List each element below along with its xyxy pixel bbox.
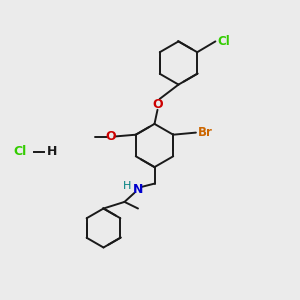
Text: H: H xyxy=(46,145,57,158)
Text: O: O xyxy=(153,98,164,111)
Text: Cl: Cl xyxy=(217,35,230,48)
Text: Cl: Cl xyxy=(14,145,27,158)
Text: O: O xyxy=(106,130,116,143)
Text: N: N xyxy=(133,183,143,196)
Text: Br: Br xyxy=(198,126,213,139)
Text: H: H xyxy=(123,181,131,191)
